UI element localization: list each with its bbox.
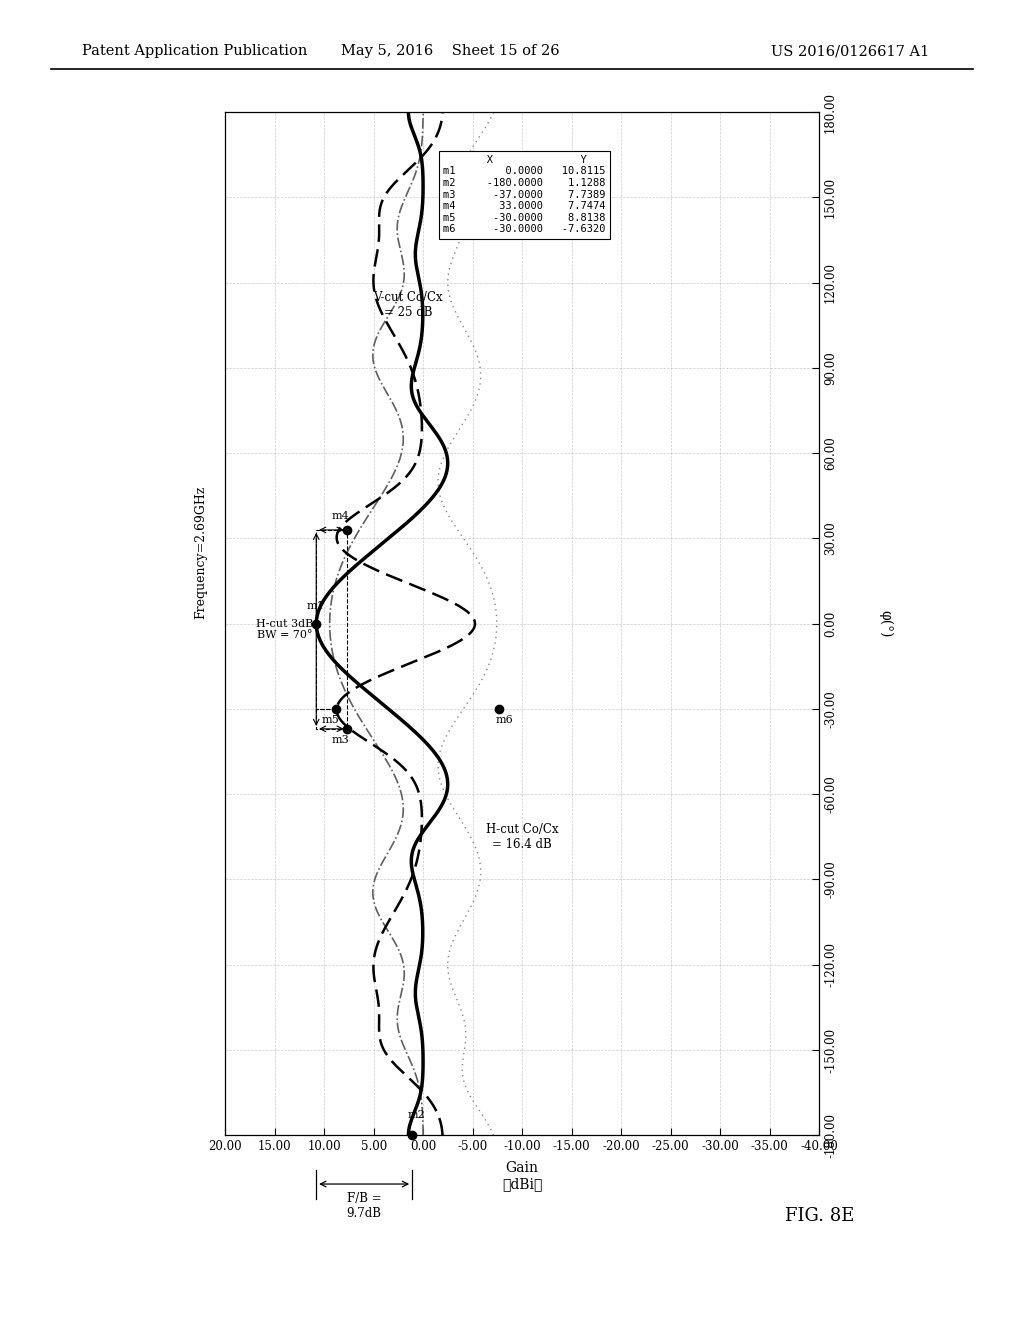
Text: m2: m2: [408, 1110, 425, 1121]
X-axis label: Gain
（dBi）: Gain （dBi）: [502, 1162, 543, 1192]
Text: V-cut Co/Cx
= 25 dB: V-cut Co/Cx = 25 dB: [374, 292, 443, 319]
Text: X              Y
m1        0.0000   10.8115
m2     -180.0000    1.1288
m3      -: X Y m1 0.0000 10.8115 m2 -180.0000 1.128…: [443, 154, 605, 235]
Bar: [316, 529, 346, 729]
Text: m3: m3: [332, 735, 349, 744]
Text: H-cut Co/Cx
= 16.4 dB: H-cut Co/Cx = 16.4 dB: [486, 822, 558, 851]
Text: F/B =
9.7dB: F/B = 9.7dB: [347, 1192, 382, 1220]
Text: US 2016/0126617 A1: US 2016/0126617 A1: [771, 45, 929, 58]
Text: May 5, 2016    Sheet 15 of 26: May 5, 2016 Sheet 15 of 26: [341, 45, 560, 58]
Text: m4: m4: [332, 511, 349, 520]
Text: FIG. 8E: FIG. 8E: [784, 1206, 854, 1225]
Text: m6: m6: [496, 715, 514, 725]
Text: H-cut 3dB
BW = 70°: H-cut 3dB BW = 70°: [256, 619, 313, 640]
Text: m1: m1: [306, 602, 325, 611]
Text: Patent Application Publication: Patent Application Publication: [82, 45, 307, 58]
Text: Frequency=2.69GHz: Frequency=2.69GHz: [194, 486, 207, 619]
Text: m5: m5: [322, 715, 339, 725]
Y-axis label: φ(°): φ(°): [879, 610, 893, 638]
